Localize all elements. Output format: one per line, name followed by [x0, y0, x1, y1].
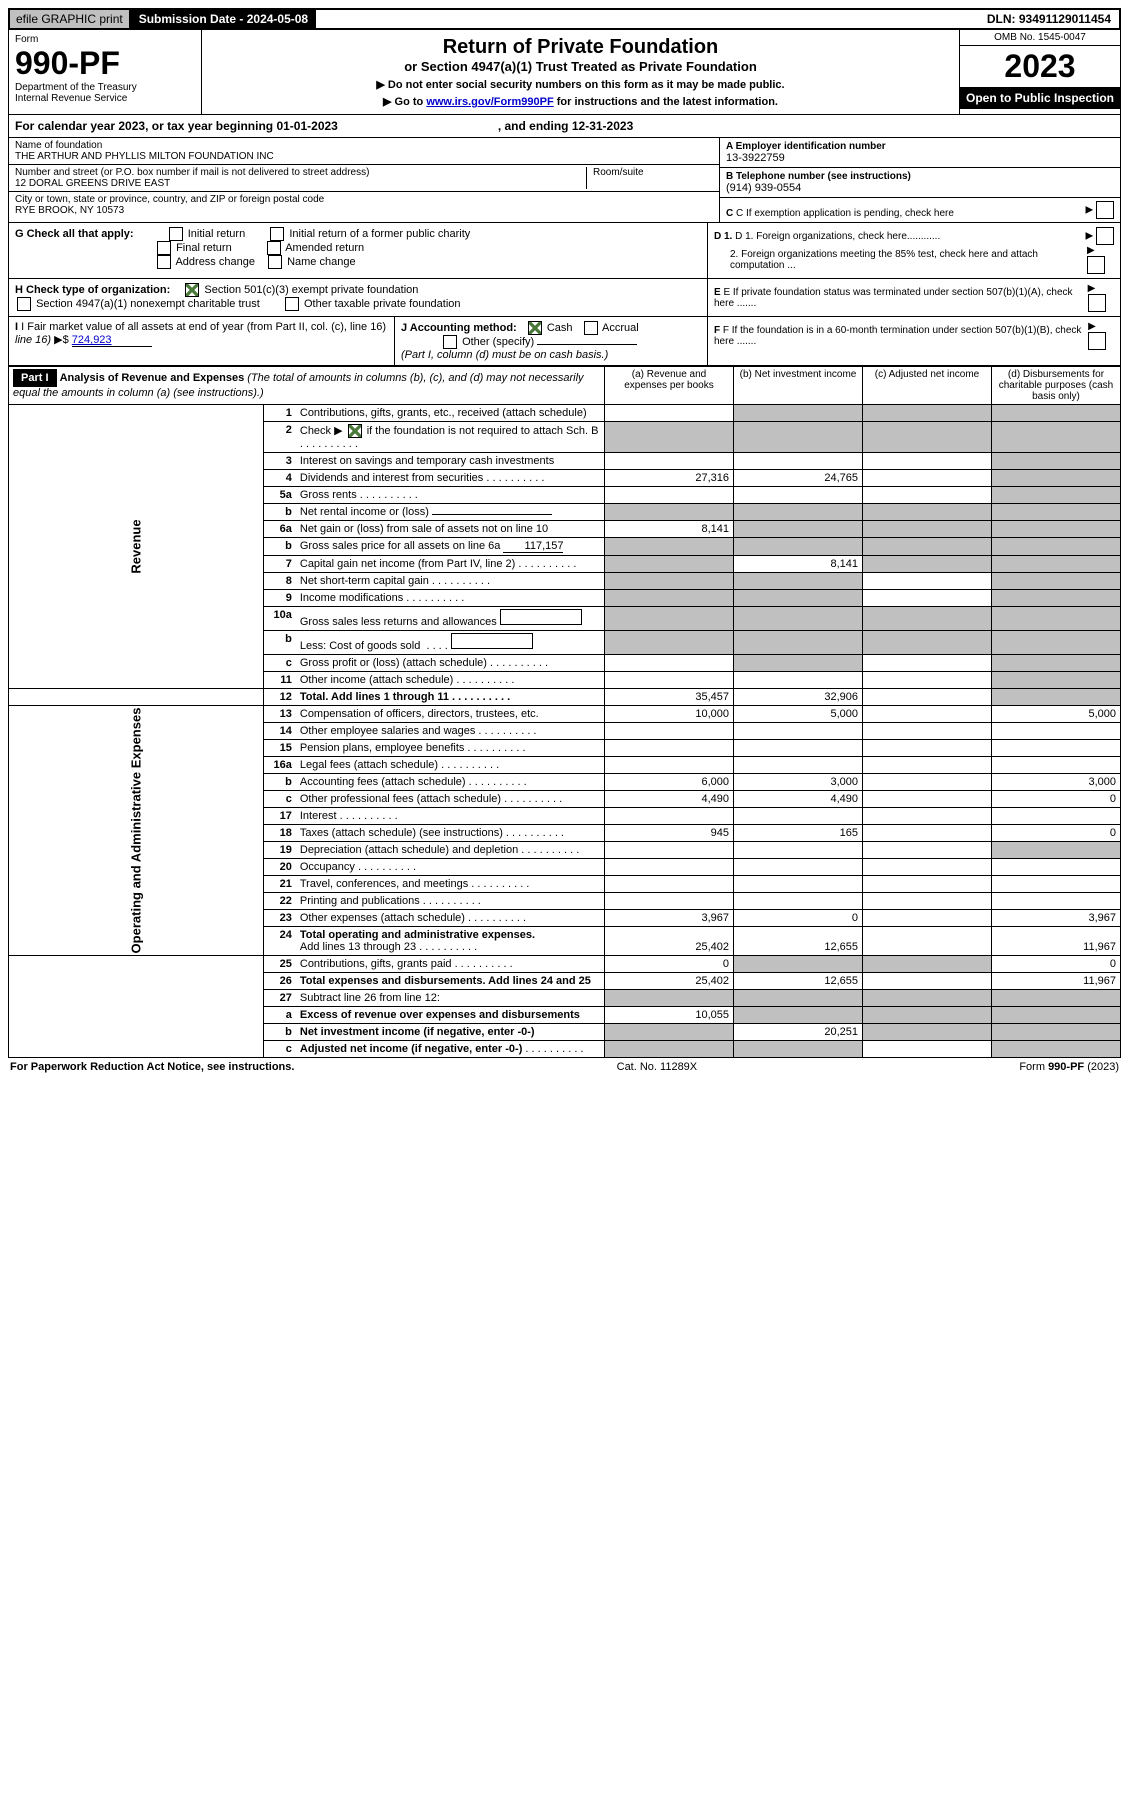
d2-checkbox[interactable]	[1087, 256, 1105, 274]
submission-date: Submission Date - 2024-05-08	[131, 10, 316, 28]
ein-cell: A Employer identification number 13-3922…	[720, 138, 1120, 168]
col-c-header: (c) Adjusted net income	[863, 367, 992, 405]
section-ijf-row: I I Fair market value of all assets at e…	[8, 317, 1121, 366]
h-4947-checkbox[interactable]	[17, 297, 31, 311]
j-other-checkbox[interactable]	[443, 335, 457, 349]
part1-table: Part I Analysis of Revenue and Expenses …	[8, 366, 1121, 1058]
g-initial-checkbox[interactable]	[169, 227, 183, 241]
header-left: Form 990-PF Department of the Treasury I…	[9, 30, 202, 114]
omb-number: OMB No. 1545-0047	[960, 30, 1120, 46]
footer-mid: Cat. No. 11289X	[617, 1061, 698, 1073]
d1-checkbox[interactable]	[1096, 227, 1114, 245]
section-h-row: H Check type of organization: Section 50…	[8, 279, 1121, 317]
street-address: 12 DORAL GREENS DRIVE EAST	[15, 178, 170, 189]
form-note1: ▶ Do not enter social security numbers o…	[208, 78, 953, 91]
form-header: Form 990-PF Department of the Treasury I…	[8, 30, 1121, 115]
form-number: 990-PF	[15, 45, 120, 81]
j-cash-checkbox[interactable]	[528, 321, 542, 335]
header-right: OMB No. 1545-0047 2023 Open to Public In…	[959, 30, 1120, 114]
g-final-checkbox[interactable]	[157, 241, 171, 255]
ein-value: 13-3922759	[726, 152, 785, 164]
expenses-side-label: Operating and Administrative Expenses	[9, 706, 264, 956]
city-cell: City or town, state or province, country…	[9, 192, 719, 218]
f-checkbox[interactable]	[1088, 332, 1106, 350]
r2-checkbox[interactable]	[348, 424, 362, 438]
h-501c3-checkbox[interactable]	[185, 283, 199, 297]
header-center: Return of Private Foundation or Section …	[202, 30, 959, 114]
g-address-checkbox[interactable]	[157, 255, 171, 269]
form-note2: ▶ Go to www.irs.gov/Form990PF for instru…	[208, 95, 953, 108]
section-g-row: G Check all that apply: Initial return I…	[8, 223, 1121, 279]
open-inspection: Open to Public Inspection	[960, 87, 1120, 109]
id-left: Name of foundation THE ARTHUR AND PHYLLI…	[9, 138, 719, 222]
col-a-header: (a) Revenue and expenses per books	[605, 367, 734, 405]
footer-left: For Paperwork Reduction Act Notice, see …	[10, 1061, 294, 1073]
phone-value: (914) 939-0554	[726, 182, 801, 194]
dept-label: Department of the Treasury	[15, 82, 137, 93]
foundation-name-cell: Name of foundation THE ARTHUR AND PHYLLI…	[9, 138, 719, 165]
id-block: Name of foundation THE ARTHUR AND PHYLLI…	[8, 138, 1121, 223]
col-b-header: (b) Net investment income	[734, 367, 863, 405]
top-bar: efile GRAPHIC print Submission Date - 20…	[8, 8, 1121, 30]
calendar-year-row: For calendar year 2023, or tax year begi…	[8, 115, 1121, 138]
c-checkbox[interactable]	[1096, 201, 1114, 219]
id-right: A Employer identification number 13-3922…	[719, 138, 1120, 222]
form-word: Form	[15, 34, 38, 45]
phone-cell: B Telephone number (see instructions) (9…	[720, 168, 1120, 198]
j-accrual-checkbox[interactable]	[584, 321, 598, 335]
section-c-cell: C C If exemption application is pending,…	[720, 198, 1120, 222]
g-initial-former-checkbox[interactable]	[270, 227, 284, 241]
city-state-zip: RYE BROOK, NY 10573	[15, 205, 124, 216]
tax-year: 2023	[960, 46, 1120, 87]
room-suite-label: Room/suite	[587, 167, 713, 189]
h-other-checkbox[interactable]	[285, 297, 299, 311]
efile-print-button[interactable]: efile GRAPHIC print	[10, 10, 131, 28]
foundation-name: THE ARTHUR AND PHYLLIS MILTON FOUNDATION…	[15, 151, 274, 162]
e-checkbox[interactable]	[1088, 294, 1106, 312]
fmv-value[interactable]: 724,923	[72, 334, 152, 347]
address-cell: Number and street (or P.O. box number if…	[9, 165, 719, 192]
footer-right: Form 990-PF (2023)	[1019, 1061, 1119, 1073]
col-d-header: (d) Disbursements for charitable purpose…	[992, 367, 1121, 405]
form-title: Return of Private Foundation	[208, 36, 953, 59]
part1-label: Part I	[13, 369, 57, 387]
irs-label: Internal Revenue Service	[15, 93, 127, 104]
irs-link[interactable]: www.irs.gov/Form990PF	[426, 96, 553, 108]
g-name-checkbox[interactable]	[268, 255, 282, 269]
g-amended-checkbox[interactable]	[267, 241, 281, 255]
footer-row: For Paperwork Reduction Act Notice, see …	[8, 1058, 1121, 1076]
revenue-side-label: Revenue	[9, 405, 264, 689]
form-subtitle: or Section 4947(a)(1) Trust Treated as P…	[208, 59, 953, 74]
dln-label: DLN: 93491129011454	[979, 10, 1119, 28]
